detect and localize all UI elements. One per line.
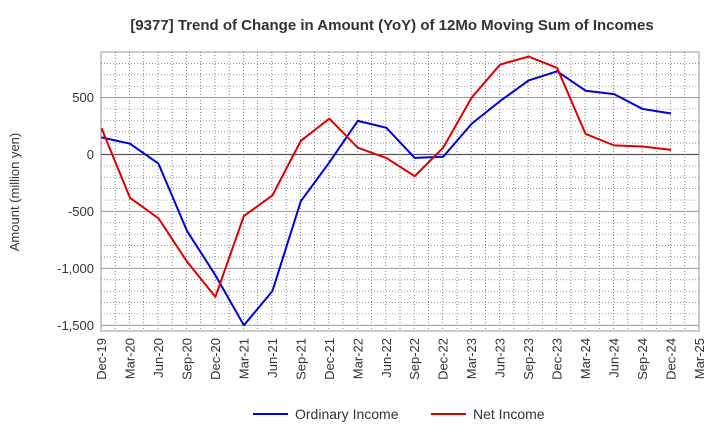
x-tick-label: Dec-21 [322,338,337,380]
series-line-net-income [100,55,672,298]
x-tick-label: Mar-21 [236,338,251,379]
y-tick-label: 500 [72,90,94,105]
legend-label-ordinary-income: Ordinary Income [295,406,399,422]
x-tick-label: Dec-19 [94,338,109,380]
plot-area [100,51,700,332]
x-tick-label: Dec-20 [208,338,223,380]
x-tick-label: Jun-21 [265,338,280,378]
x-tick-label: Sep-23 [521,338,536,380]
legend-label-net-income: Net Income [473,406,545,422]
x-tick-label: Mar-25 [692,338,707,379]
x-tick-label: Sep-24 [635,338,650,380]
x-tick-label: Mar-23 [464,338,479,379]
x-tick-label: Dec-22 [436,338,451,380]
grid-lines [101,52,699,331]
x-tick-label: Jun-20 [151,338,166,378]
series-layer [100,55,672,327]
series-line-ordinary-income [101,70,672,327]
x-tick-label: Dec-24 [664,338,679,380]
y-tick-label: 0 [87,147,94,162]
x-tick-label: Jun-22 [379,338,394,378]
x-axis-ticks: Dec-19 Mar-20 Jun-20 Sep-20 Dec-20 Mar-21 Jun-… [94,338,707,380]
x-tick-label: Mar-24 [578,338,593,379]
x-tick-label: Sep-22 [407,338,422,380]
y-tick-label: -500 [68,204,94,219]
legend: Ordinary Income Net Income [253,406,545,422]
x-tick-label: Dec-23 [550,338,565,380]
y-tick-label: -1,000 [57,261,94,276]
y-tick-label: -1,500 [57,318,94,333]
x-tick-label: Sep-20 [179,338,194,380]
y-axis-label: Amount (million yen) [7,133,22,252]
x-tick-label: Mar-22 [350,338,365,379]
plot-frame [100,51,700,332]
x-tick-label: Jun-24 [607,338,622,378]
x-tick-label: Jun-23 [493,338,508,378]
x-tick-label: Sep-21 [293,338,308,380]
y-axis-ticks: 500 0 -500 -1,000 -1,500 [57,90,94,333]
chart-title: [9377] Trend of Change in Amount (YoY) o… [130,17,653,34]
x-tick-label: Mar-20 [122,338,137,379]
